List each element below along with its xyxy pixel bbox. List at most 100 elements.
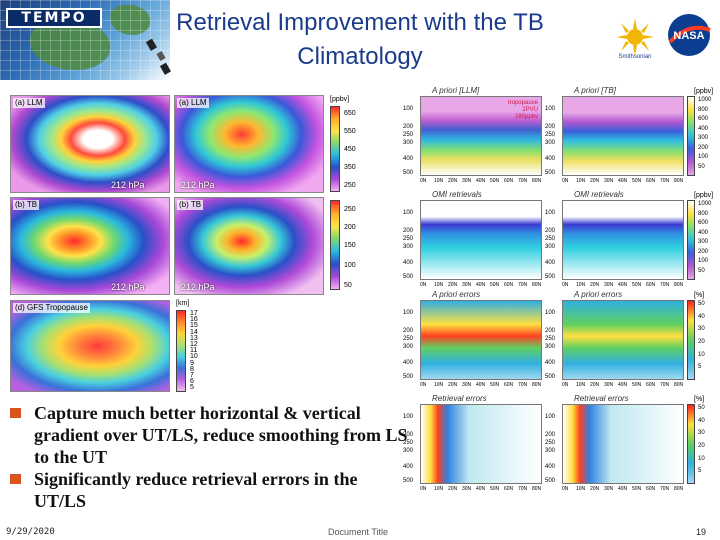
tempo-logo: TEMPO	[6, 8, 102, 28]
colorbar-unit: [%]	[694, 396, 705, 403]
footer-page-number: 19	[696, 527, 707, 537]
colorbar-tropopause	[176, 310, 186, 392]
colorbar-tick: 200	[698, 144, 709, 151]
y-axis-tick: 400	[403, 260, 414, 267]
y-axis-tick: 100	[403, 310, 414, 317]
x-axis-tick: 50N	[632, 486, 642, 492]
colorbar-tick: 600	[698, 220, 709, 226]
x-axis-tick: 50N	[490, 178, 500, 184]
y-axis-tick: 400	[545, 360, 556, 367]
x-axis-tick: 30N	[462, 382, 472, 388]
y-axis-tick: 400	[545, 156, 556, 163]
x-axis-tick: 70N	[518, 486, 528, 492]
cross-section-panel	[562, 96, 684, 176]
panel-annotation: tropopause	[507, 100, 538, 106]
colorbar-tick: 600	[698, 116, 709, 122]
colorbar-tick: 40	[698, 313, 705, 320]
x-axis-tick: 0N	[420, 282, 427, 288]
x-axis-tick: 10N	[576, 178, 586, 184]
bullet-text: Capture much better horizontal & vertica…	[34, 403, 408, 467]
cross-section-panel	[562, 300, 684, 380]
x-axis-tick: 60N	[504, 382, 514, 388]
slide-title-line1: Retrieval Improvement with the TB	[176, 9, 544, 36]
cross-section-title: Retrieval errors	[574, 394, 629, 403]
x-axis-tick: 40N	[618, 382, 628, 388]
x-axis-tick: 30N	[462, 178, 472, 184]
colorbar-unit: [%]	[694, 292, 705, 299]
y-axis-tick: 400	[403, 464, 414, 471]
colorbar-tick: 200	[698, 248, 709, 255]
y-axis-tick: 300	[403, 243, 414, 250]
y-axis-tick: 500	[403, 373, 414, 380]
colorbar-tick: 6	[190, 378, 194, 386]
x-axis-tick: 10N	[576, 282, 586, 288]
y-axis-tick: 500	[545, 477, 556, 484]
bullet-marker	[10, 474, 21, 484]
x-axis-tick: 50N	[490, 282, 500, 288]
slide-title-line2: Climatology	[297, 43, 423, 70]
x-axis-tick: 80N	[674, 282, 684, 288]
colorbar-tick: 300	[698, 135, 709, 141]
colorbar-tick: 7	[190, 372, 194, 379]
x-axis-tick: 60N	[504, 486, 514, 492]
y-axis-tick: 400	[545, 260, 556, 267]
x-axis-tick: 20N	[590, 382, 600, 388]
x-axis-tick: 10N	[434, 282, 444, 288]
x-axis-tick: 40N	[618, 178, 628, 184]
colorbar-tick: 100	[698, 154, 709, 160]
colorbar-tick: 20	[698, 443, 705, 449]
colorbar-right	[687, 96, 695, 176]
x-axis-tick: 80N	[532, 486, 542, 492]
panel-label: (b) TB	[13, 200, 40, 210]
x-axis-tick: 80N	[532, 382, 542, 388]
cross-section-title: A priori errors	[432, 290, 481, 299]
colorbar-tick: 300	[698, 239, 709, 245]
cross-section-panel	[562, 200, 684, 280]
x-axis-tick: 50N	[632, 382, 642, 388]
x-axis-tick: 50N	[490, 382, 500, 388]
x-axis-tick: 20N	[590, 486, 600, 492]
panel-footer: 212 hPa	[111, 282, 145, 292]
colorbar-tick: 30	[698, 430, 705, 437]
map-panel-a-llm-2: (a) LLM 212 hPa	[174, 95, 324, 193]
colorbar-tick: 16	[190, 316, 198, 324]
colorbar-llm	[330, 106, 340, 192]
x-axis-tick: 40N	[476, 282, 486, 288]
x-axis-tick: 40N	[618, 282, 628, 288]
x-axis-tick: 0N	[420, 486, 427, 492]
colorbar-tick: 5	[698, 468, 702, 475]
x-axis-tick: 60N	[646, 178, 656, 184]
x-axis-tick: 40N	[476, 382, 486, 388]
colorbar-right	[687, 200, 695, 280]
x-axis-tick: 20N	[448, 282, 458, 288]
y-axis-tick: 300	[403, 447, 414, 454]
colorbar-tick: 250	[344, 182, 356, 189]
x-axis-tick: 10N	[434, 486, 444, 492]
colorbar-tick: 200	[344, 224, 356, 231]
colorbar-tick: 450	[344, 146, 356, 153]
colorbar-unit: [ppbv]	[330, 96, 350, 103]
colorbar-tick: 50	[698, 163, 705, 170]
y-axis-tick: 250	[403, 235, 414, 242]
bullet-item: Significantly reduce retrieval errors in…	[10, 468, 410, 512]
bullet-marker	[10, 408, 21, 418]
y-axis-tick: 500	[403, 169, 414, 176]
y-axis-tick: 200	[545, 432, 556, 439]
colorbar-tick: 5	[698, 364, 702, 371]
x-axis-tick: 70N	[518, 382, 528, 388]
y-axis-tick: 250	[545, 335, 556, 342]
colorbar-tick: 400	[698, 229, 709, 236]
y-axis-tick: 500	[403, 477, 414, 484]
x-axis-tick: 60N	[646, 486, 656, 492]
y-axis-tick: 300	[545, 243, 556, 250]
colorbar-tick: 12	[190, 341, 198, 348]
colorbar-tick: 17	[190, 310, 198, 317]
panel-label: (a) LLM	[13, 98, 45, 108]
colorbar-tick: 40	[698, 417, 705, 424]
y-axis-tick: 100	[403, 414, 414, 421]
map-panel-a-llm: (a) LLM 212 hPa	[10, 95, 170, 193]
footer-document-title: Document Title	[328, 527, 389, 537]
colorbar-unit: [ppbv]	[694, 88, 714, 95]
x-axis-tick: 70N	[518, 178, 528, 184]
x-axis-tick: 0N	[562, 282, 569, 288]
